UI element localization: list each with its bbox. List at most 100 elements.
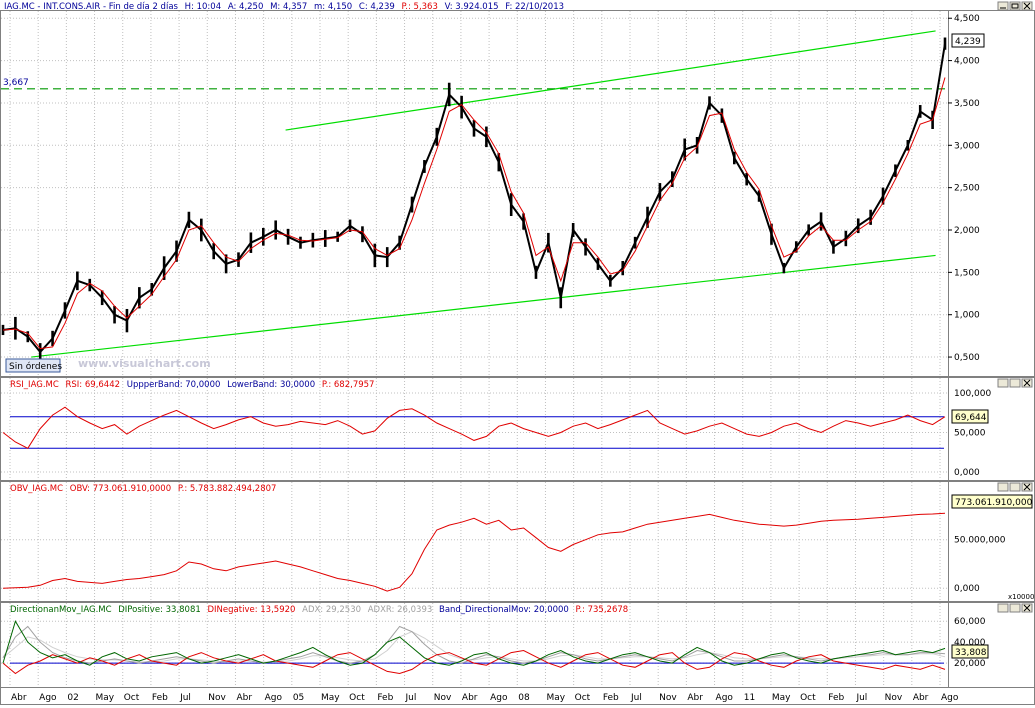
dmi-legend: DirectionanMov_IAG.MC DIPositive: 33,808…: [10, 605, 628, 615]
time-axis-labels: Abr Ago 02 May Oct Feb Jul Nov Abr Ago 05 May Oct Feb…: [11, 693, 959, 703]
price-tick-label: 1,000: [954, 311, 980, 321]
time-axis-label: Abr: [236, 693, 252, 703]
time-axis-label: Ago: [941, 693, 959, 703]
maximize-button[interactable]: [1009, 1, 1021, 11]
price-pane-controls: [997, 1, 1033, 11]
obv-minimize-button[interactable]: [997, 482, 1009, 492]
di-positive-line: [2, 619, 946, 666]
close-icon: [1023, 2, 1031, 10]
obv-scale-label: x10000: [1008, 593, 1034, 601]
di-negative-line: [2, 649, 946, 675]
moving-average-line: [2, 77, 946, 350]
rsi-badge-value: 69,644: [955, 413, 987, 423]
resistance-label: 3,667: [3, 78, 29, 88]
upper-channel-line: [285, 30, 936, 131]
time-axis-label: 05: [293, 693, 304, 703]
time-axis-label: Ago: [716, 693, 734, 703]
time-axis-label: Oct: [349, 693, 365, 703]
dmi-maximize-button[interactable]: [1009, 603, 1021, 613]
obv-pane-controls: [997, 482, 1033, 492]
time-axis-label: Jul: [855, 693, 867, 703]
obv-legend: OBV_IAG.MC OBV: 773.061.910,0000 P.: 5.7…: [10, 484, 276, 494]
rsi-badge: [951, 409, 989, 424]
obv-tick-label: 50.000,000: [954, 536, 1006, 546]
price-line: [2, 43, 946, 354]
price-tick-label: 2,500: [954, 184, 980, 194]
time-axis-label: May: [772, 693, 791, 703]
price-badge: [951, 33, 985, 48]
rsi-axis: [948, 377, 1035, 481]
dmi-pane-controls: [997, 603, 1033, 613]
time-axis-label: Jul: [630, 693, 642, 703]
minimize-button[interactable]: [997, 1, 1009, 11]
dmi-tick-label: 20,000: [954, 659, 986, 669]
rsi-close-icon: [1023, 379, 1031, 387]
rsi-series-layer: [2, 406, 946, 449]
obv-tick-label: 0,000: [954, 584, 980, 594]
orders-button[interactable]: [5, 358, 61, 373]
time-axis-label: Feb: [377, 693, 393, 703]
dmi-series-layer: [2, 619, 946, 675]
rsi-minimize-button[interactable]: [997, 378, 1009, 388]
time-axis-label: May: [321, 693, 340, 703]
rsi-tick-label: 0,000: [954, 468, 980, 478]
time-axis-label: Oct: [124, 693, 140, 703]
time-axis-label: Nov: [208, 693, 226, 703]
price-tick-labels: 4,500 4,000 3,500 3,000 2,500 2,000 1,500 1,000…: [948, 14, 980, 363]
dmi-pane[interactable]: [0, 602, 949, 688]
adx-line: [2, 625, 946, 664]
price-tick-label: 0,500: [954, 353, 980, 363]
time-axis-label: Feb: [603, 693, 619, 703]
price-tick-label: 3,500: [954, 99, 980, 109]
time-axis-label: May: [96, 693, 115, 703]
price-tick-label: 4,500: [954, 14, 980, 24]
price-axis: [948, 10, 1035, 377]
time-axis-label: Abr: [913, 693, 929, 703]
time-axis-label: Jul: [405, 693, 417, 703]
price-series-layer: [1, 30, 948, 361]
time-axis-label: Nov: [885, 693, 903, 703]
time-axis-label: May: [546, 693, 565, 703]
obv-badge: [951, 494, 1033, 509]
time-axis-label: Ago: [265, 693, 283, 703]
time-axis-label: Abr: [687, 693, 703, 703]
time-axis-label: 02: [67, 693, 78, 703]
rsi-maximize-button[interactable]: [1009, 378, 1021, 388]
orders-button-label: Sin órdenes: [9, 361, 62, 372]
time-axis-label: Oct: [575, 693, 591, 703]
price-pane[interactable]: [0, 10, 949, 377]
rsi-tick-label: 50,000: [954, 429, 986, 439]
rsi-line: [2, 406, 946, 449]
rsi-pane[interactable]: [0, 377, 949, 481]
price-tick-label: 2,000: [954, 226, 980, 236]
obv-close-icon: [1023, 483, 1031, 491]
time-axis-label: Feb: [152, 693, 168, 703]
obv-badge-value: 773.061.910,000: [955, 498, 1033, 508]
time-axis-label: Nov: [434, 693, 452, 703]
obv-pane[interactable]: [0, 481, 949, 602]
price-tick-label: 3,000: [954, 141, 980, 151]
dmi-tick-label: 60,000: [954, 617, 986, 627]
time-axis-label: Ago: [490, 693, 508, 703]
dmi-badge-value: 33,808: [955, 648, 987, 658]
obv-series-layer: [2, 512, 946, 592]
time-axis-label: 11: [744, 693, 755, 703]
rsi-pane-controls: [997, 378, 1033, 388]
time-axis-label: Abr: [462, 693, 478, 703]
dmi-tick-label: 40,000: [954, 638, 986, 648]
dmi-minimize-button[interactable]: [997, 603, 1009, 613]
header-info: IAG.MC - INT.CONS.AIR - Fin de día 2 día…: [4, 2, 564, 12]
dmi-badge: [951, 644, 989, 659]
time-axis-label: 08: [518, 693, 530, 703]
time-axis-label: Abr: [11, 693, 27, 703]
dmi-close-icon: [1023, 604, 1031, 612]
rsi-tick-labels: 100,000 50,000 0,000: [954, 389, 991, 478]
obv-line: [2, 512, 946, 592]
time-axis-label: Jul: [179, 693, 191, 703]
watermark: www.visualchart.com: [78, 357, 211, 370]
obv-maximize-button[interactable]: [1009, 482, 1021, 492]
maximize-icon: [1011, 3, 1019, 9]
time-axis-label: Nov: [659, 693, 677, 703]
adxr-line: [2, 631, 946, 663]
